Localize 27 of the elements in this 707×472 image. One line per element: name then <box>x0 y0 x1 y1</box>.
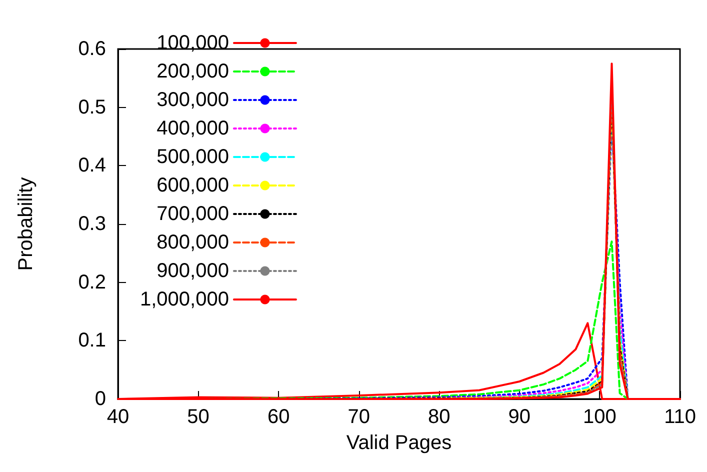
legend-label: 100,000 <box>156 32 229 54</box>
y-axis-title: Probability <box>15 177 37 271</box>
legend-label: 400,000 <box>156 118 229 140</box>
y-tick-label: 0.2 <box>78 271 106 294</box>
x-tick-label: 110 <box>664 406 696 428</box>
legend-label: 800,000 <box>156 232 229 254</box>
x-axis-title: Valid Pages <box>346 432 452 454</box>
y-tick-label: 0.5 <box>78 96 106 118</box>
y-tick-label: 0.4 <box>78 154 106 177</box>
y-tick-label: 0 <box>94 388 106 410</box>
x-tick-label: 100 <box>583 406 616 428</box>
legend-label: 900,000 <box>156 260 229 282</box>
legend-label: 1,000,000 <box>140 288 229 310</box>
y-tick-label: 0.3 <box>78 213 106 235</box>
legend-label: 600,000 <box>156 174 229 196</box>
x-tick-label: 60 <box>267 406 290 428</box>
legend-label: 500,000 <box>156 146 229 168</box>
x-tick-label: 90 <box>508 406 531 428</box>
legend-label: 200,000 <box>156 60 229 82</box>
x-tick-label: 80 <box>428 406 450 428</box>
x-tick-label: 40 <box>106 406 130 428</box>
y-tick-label: 0.6 <box>78 38 106 60</box>
legend-label: 300,000 <box>156 89 229 111</box>
y-tick-label: 0.1 <box>78 330 106 352</box>
x-tick-label: 70 <box>348 406 370 428</box>
x-tick-label: 50 <box>187 406 210 428</box>
legend-label: 700,000 <box>156 203 229 225</box>
